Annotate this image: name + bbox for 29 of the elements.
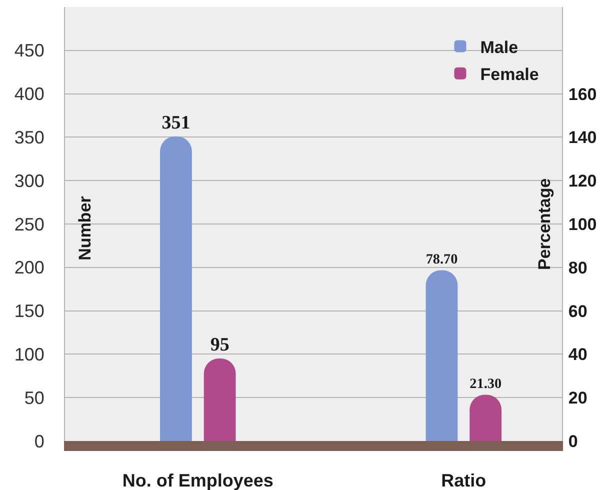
data-label: 351 xyxy=(162,112,190,134)
y2-tick-label: 0 xyxy=(568,432,578,451)
y-tick-label: 300 xyxy=(14,170,44,191)
y-tick-label: 50 xyxy=(24,388,44,408)
y2-tick-label: 160 xyxy=(568,84,597,104)
y2-axis-title: Percentage xyxy=(535,178,554,270)
y-tick-label: 0 xyxy=(34,431,44,452)
y2-tick-label: 20 xyxy=(568,388,588,408)
legend-label: Male xyxy=(480,38,518,57)
data-label: 21.30 xyxy=(470,376,502,392)
x-tick-label: No. of Employees xyxy=(122,470,274,490)
data-label: 78.70 xyxy=(426,251,458,268)
y-axis-title: Number xyxy=(76,196,95,260)
y-tick-label: 400 xyxy=(14,84,44,104)
y2-tick-label: 120 xyxy=(568,172,597,191)
y-tick-label: 100 xyxy=(14,344,44,364)
y2-tick-label: 100 xyxy=(568,214,597,234)
y2-tick-label: 60 xyxy=(568,302,588,321)
y2-tick-label: 40 xyxy=(568,345,588,364)
y-tick-label: 450 xyxy=(14,40,44,61)
x-tick-label: Ratio xyxy=(441,470,486,490)
y2-tick-label: 140 xyxy=(568,128,597,148)
data-label: 95 xyxy=(210,334,230,356)
y-tick-label: 350 xyxy=(14,128,44,148)
y-tick-label: 200 xyxy=(14,258,44,278)
y-tick-label: 250 xyxy=(14,214,44,234)
legend-label: Female xyxy=(480,64,539,84)
y2-tick-label: 80 xyxy=(568,258,588,278)
y-tick-label: 150 xyxy=(14,301,44,322)
